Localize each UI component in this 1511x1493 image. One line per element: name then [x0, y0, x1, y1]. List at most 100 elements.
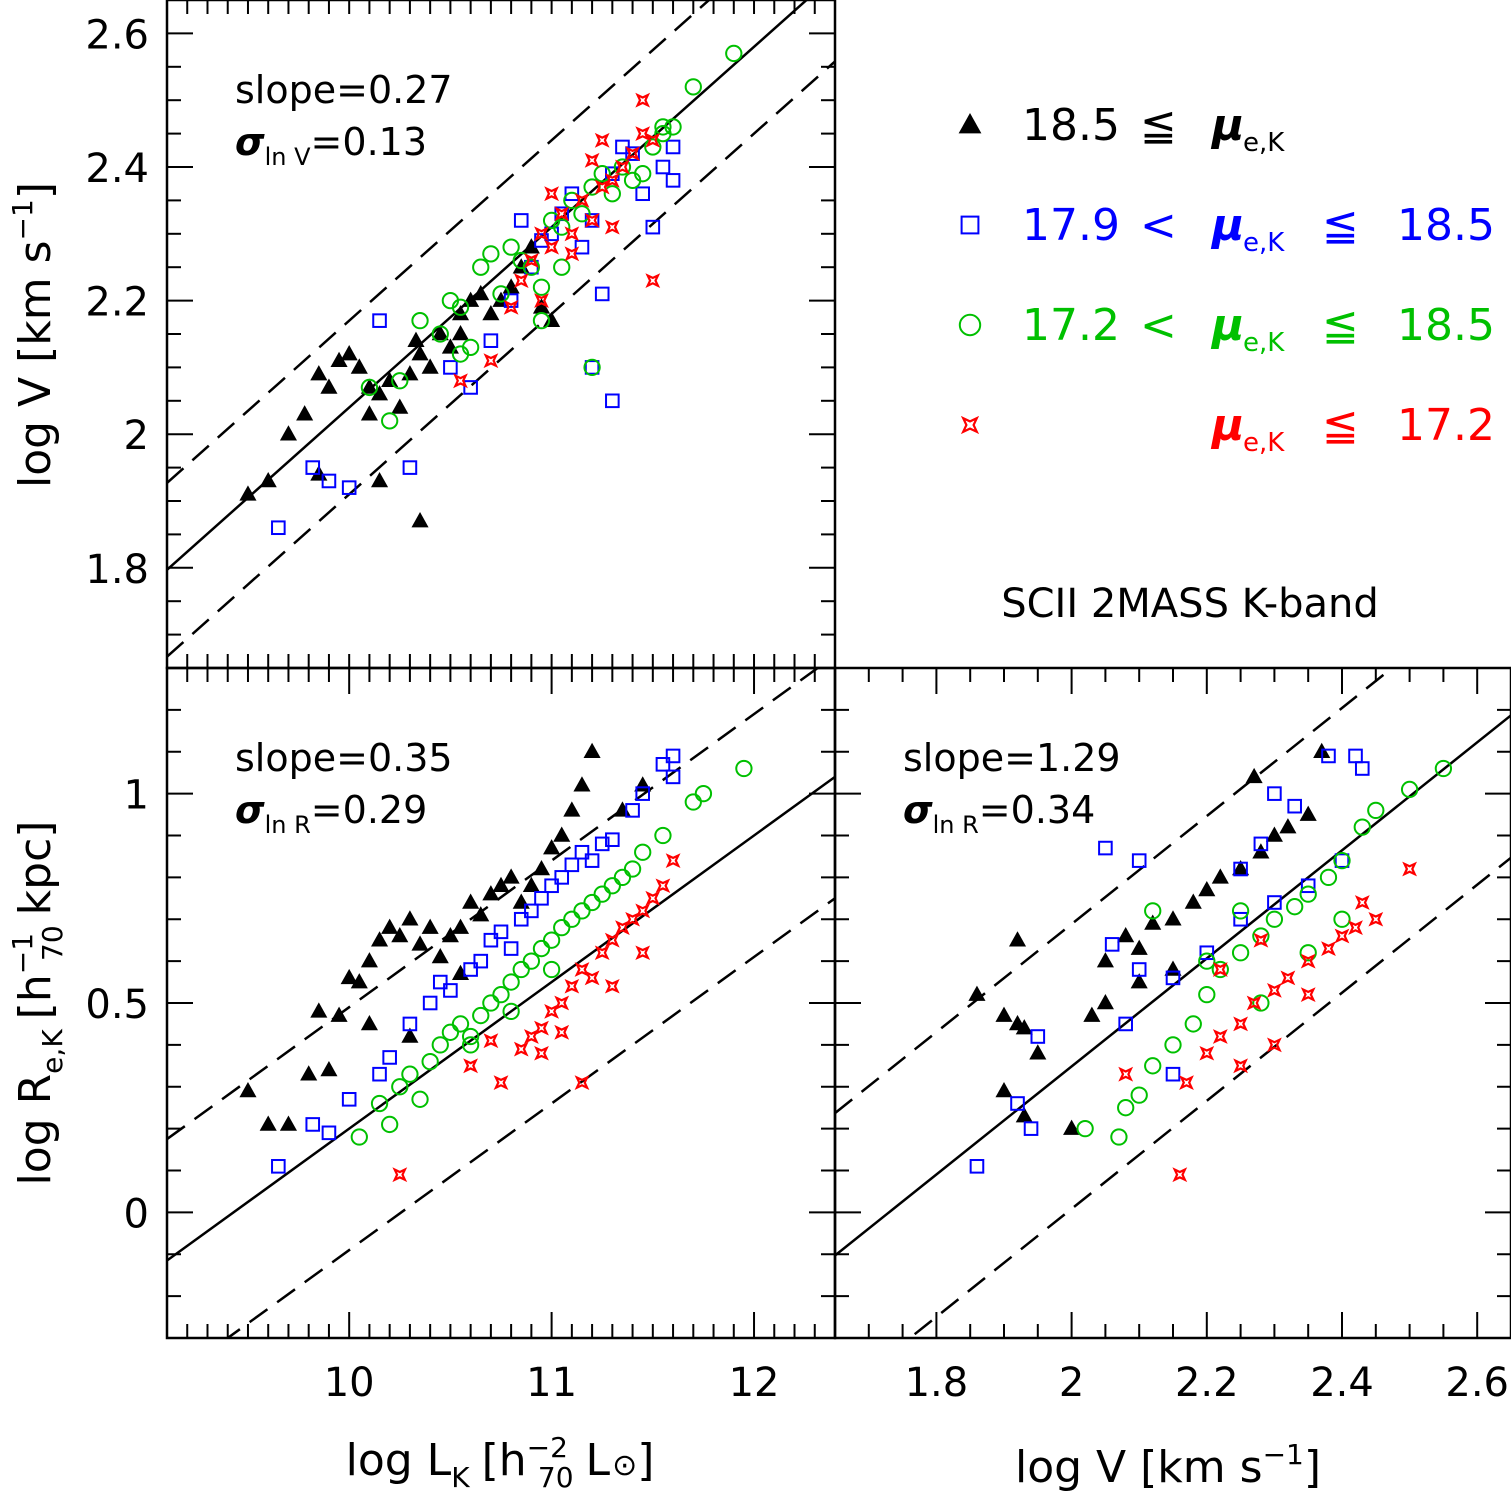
data-point — [407, 331, 425, 347]
series-star — [392, 853, 681, 1183]
data-point — [513, 911, 529, 927]
data-point — [645, 132, 661, 148]
data-point — [604, 932, 620, 948]
data-point — [564, 226, 580, 242]
series-triangle — [239, 742, 652, 1131]
legend-operator: < — [1140, 200, 1177, 251]
legend-low-value: 18.5 — [1022, 100, 1120, 151]
data-point — [1354, 761, 1370, 776]
data-point — [1211, 868, 1229, 884]
legend-high-value: 18.5 — [1397, 200, 1495, 251]
data-point — [1253, 932, 1269, 948]
legend: 18.5 ≦ μe,K17.9 < μe,K ≦ 18.517.2 < μe,K ≦ 18.5μe,… — [958, 100, 1495, 458]
data-point — [1348, 748, 1363, 764]
data-point — [1367, 801, 1385, 820]
data-point — [969, 1159, 985, 1174]
data-point — [320, 378, 338, 394]
svg-text:log V [km s−1]: log V [km s−1] — [1015, 1438, 1321, 1493]
data-point — [401, 365, 419, 381]
data-point — [1165, 1066, 1181, 1082]
data-point — [1131, 962, 1147, 977]
data-point — [654, 118, 672, 136]
data-point — [604, 978, 620, 994]
data-point — [1212, 962, 1228, 977]
data-point — [554, 1024, 570, 1040]
data-point — [544, 239, 559, 255]
series-circle — [1076, 759, 1453, 1146]
data-point — [321, 1125, 337, 1141]
data-point — [391, 398, 409, 414]
data-point — [340, 345, 358, 361]
data-point — [1231, 944, 1250, 962]
data-point — [411, 512, 429, 528]
data-point — [603, 877, 621, 895]
fit-upper-bound — [835, 668, 1395, 1115]
y-tick-label: 2.6 — [85, 12, 149, 58]
data-point — [463, 962, 478, 977]
data-point — [461, 1036, 480, 1054]
data-point — [564, 978, 580, 994]
data-point — [300, 1065, 318, 1081]
fit-lines — [835, 668, 1511, 1338]
legend-high-value: 17.2 — [1397, 400, 1495, 451]
data-point — [584, 213, 600, 228]
data-point — [402, 460, 418, 475]
data-point — [1368, 911, 1384, 927]
data-point — [1231, 902, 1250, 920]
data-point — [259, 1115, 277, 1131]
x-tick-label: 2.4 — [1310, 1360, 1374, 1406]
data-point — [574, 962, 590, 977]
data-point — [574, 239, 590, 255]
y-tick-label: 1 — [124, 773, 149, 819]
data-point — [1083, 1006, 1101, 1022]
data-point — [1130, 939, 1148, 955]
data-point — [1333, 910, 1351, 928]
data-point — [1198, 952, 1216, 970]
slope-label: slope=0.35 — [235, 736, 453, 780]
legend-operator: ≦ — [1140, 100, 1177, 151]
x-tick-label: 2.2 — [1175, 1360, 1239, 1406]
data-point — [391, 1078, 409, 1096]
data-point — [502, 868, 520, 884]
data-point — [635, 186, 650, 202]
data-point — [422, 995, 438, 1011]
data-point — [421, 918, 439, 934]
data-point — [296, 405, 314, 421]
data-point — [645, 219, 661, 235]
data-point — [522, 876, 540, 893]
data-point — [1353, 818, 1371, 836]
data-point — [522, 238, 540, 254]
data-point — [1144, 1057, 1162, 1075]
data-point — [259, 471, 277, 488]
data-point — [360, 405, 378, 421]
data-point — [534, 226, 549, 242]
data-point — [1252, 994, 1270, 1012]
data-point — [1246, 995, 1262, 1011]
data-point — [1144, 902, 1162, 920]
data-point — [451, 298, 470, 316]
legend-operator: < — [1140, 300, 1177, 351]
data-point — [634, 843, 652, 861]
y-tick-label: 2.4 — [85, 146, 149, 192]
data-point — [401, 1027, 419, 1043]
data-point — [564, 246, 580, 262]
data-point — [381, 1115, 399, 1134]
data-point — [1233, 1058, 1248, 1074]
data-point — [532, 298, 551, 314]
y-tick-label: 0.5 — [85, 982, 149, 1028]
data-point — [1165, 970, 1181, 986]
data-point — [1098, 840, 1113, 856]
data-point — [493, 924, 509, 940]
data-point — [522, 952, 541, 970]
data-point — [603, 185, 621, 203]
series-circle — [350, 759, 753, 1146]
data-point — [1198, 880, 1216, 897]
data-point — [402, 1016, 418, 1032]
data-point — [483, 1033, 499, 1049]
data-point — [1321, 941, 1336, 956]
data-point — [431, 1036, 449, 1054]
data-point — [1232, 860, 1250, 876]
data-point — [1253, 836, 1269, 852]
data-point — [431, 325, 449, 341]
data-point — [239, 485, 257, 501]
